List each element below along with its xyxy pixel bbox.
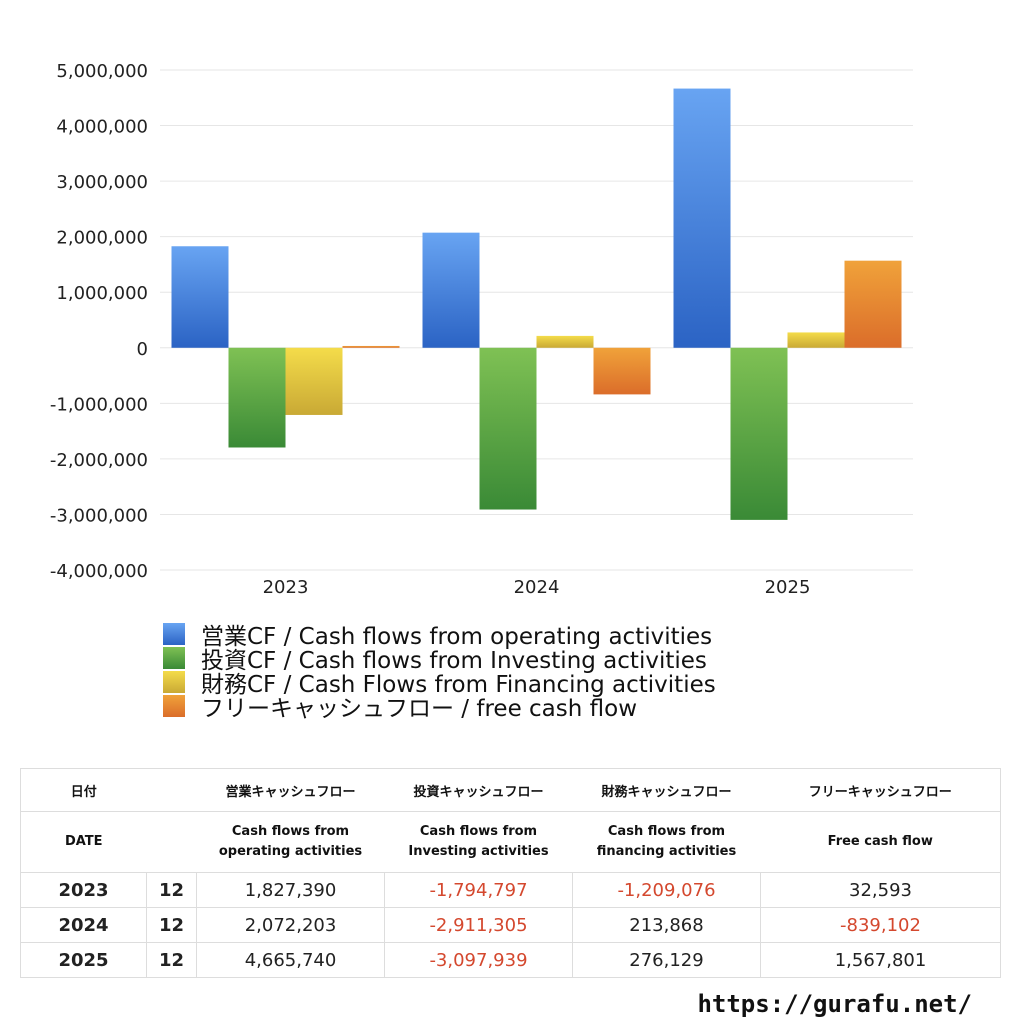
bar-2025-series-2 — [787, 332, 845, 348]
bars — [171, 88, 902, 520]
row-free: 1,567,801 — [760, 942, 1001, 978]
header-date-ja: 日付 — [20, 768, 147, 812]
y-tick-label: 2,000,000 — [56, 228, 148, 249]
table-row: 2024 12 2,072,203 -2,911,305 213,868 -83… — [20, 907, 1001, 943]
row-investing: -3,097,939 — [384, 942, 573, 978]
row-financing: 213,868 — [572, 907, 761, 943]
header-free-en: Free cash flow — [760, 811, 1001, 873]
bar-2023-series-3 — [342, 345, 400, 348]
x-axis-ticks: 2023 2024 2025 — [263, 577, 811, 598]
header-investing-en: Cash flows from Investing activities — [384, 811, 573, 873]
legend-swatch-operating — [163, 623, 185, 645]
legend-item-free: フリーキャッシュフロー / free cash flow — [163, 694, 716, 722]
header-empty — [146, 768, 197, 812]
row-investing: -1,794,797 — [384, 872, 573, 908]
y-tick-label: -3,000,000 — [50, 505, 148, 526]
row-year: 2024 — [20, 907, 147, 943]
header-investing-en-line2: Investing activities — [408, 844, 549, 859]
header-operating-en: Cash flows from operating activities — [196, 811, 385, 873]
legend-label-operating: 営業CF / Cash flows from operating activit… — [201, 624, 713, 650]
row-free: -839,102 — [760, 907, 1001, 943]
header-financing-en-line1: Cash flows from — [607, 824, 726, 839]
legend-item-investing: 投資CF / Cash flows from Investing activit… — [163, 646, 716, 674]
legend-label-free: フリーキャッシュフロー / free cash flow — [201, 696, 638, 722]
legend-swatch-investing — [163, 647, 185, 669]
y-tick-label: -1,000,000 — [50, 394, 148, 415]
row-year: 2025 — [20, 942, 147, 978]
header-investing-en-line1: Cash flows from — [419, 824, 538, 839]
y-tick-label: 1,000,000 — [56, 283, 148, 304]
row-operating: 1,827,390 — [196, 872, 385, 908]
row-financing: -1,209,076 — [572, 872, 761, 908]
y-tick-label: 4,000,000 — [56, 117, 148, 138]
header-empty-en — [146, 811, 197, 873]
bar-2025-series-3 — [844, 260, 902, 348]
x-tick-label: 2024 — [514, 577, 560, 598]
legend-item-operating: 営業CF / Cash flows from operating activit… — [163, 622, 716, 650]
row-month: 12 — [146, 942, 197, 978]
header-operating-en-line2: operating activities — [218, 844, 363, 859]
table-row: 2025 12 4,665,740 -3,097,939 276,129 1,5… — [20, 942, 1001, 978]
header-financing-ja: 財務キャッシュフロー — [572, 768, 761, 812]
y-tick-label: 5,000,000 — [56, 61, 148, 82]
header-date-en: DATE — [20, 811, 147, 873]
bar-2023-series-1 — [228, 347, 286, 448]
y-tick-label: -2,000,000 — [50, 450, 148, 471]
bar-2024-series-2 — [536, 335, 594, 348]
table-row: 2023 12 1,827,390 -1,794,797 -1,209,076 … — [20, 872, 1001, 908]
header-financing-en: Cash flows from financing activities — [572, 811, 761, 873]
row-investing: -2,911,305 — [384, 907, 573, 943]
header-financing-en-line2: financing activities — [596, 844, 737, 859]
legend-swatch-financing — [163, 671, 185, 693]
site-url-link[interactable]: https://gurafu.net/ — [697, 990, 972, 1018]
bar-2023-series-2 — [285, 347, 343, 415]
legend-swatch-free — [163, 695, 185, 717]
y-tick-label: -4,000,000 — [50, 561, 148, 582]
header-operating-en-line1: Cash flows from — [231, 824, 350, 839]
bar-2025-series-1 — [730, 347, 788, 520]
bar-2024-series-1 — [479, 347, 537, 510]
chart-legend: 営業CF / Cash flows from operating activit… — [163, 622, 716, 722]
x-tick-label: 2023 — [263, 577, 309, 598]
row-free: 32,593 — [760, 872, 1001, 908]
bar-2024-series-0 — [422, 232, 480, 348]
x-tick-label: 2025 — [765, 577, 811, 598]
bar-2023-series-0 — [171, 246, 229, 348]
header-free-ja: フリーキャッシュフロー — [760, 768, 1001, 812]
row-operating: 2,072,203 — [196, 907, 385, 943]
legend-item-financing: 財務CF / Cash Flows from Financing activit… — [163, 670, 716, 698]
legend-label-financing: 財務CF / Cash Flows from Financing activit… — [201, 672, 716, 698]
bar-2025-series-0 — [673, 88, 731, 348]
y-tick-label: 0 — [137, 339, 148, 360]
cash-flow-bar-chart: 5,000,000 4,000,000 3,000,000 2,000,000 1,00… — [50, 61, 913, 598]
row-financing: 276,129 — [572, 942, 761, 978]
cash-flow-table: 日付 営業キャッシュフロー 投資キャッシュフロー 財務キャッシュフロー フリーキ… — [20, 768, 1001, 978]
header-investing-ja: 投資キャッシュフロー — [384, 768, 573, 812]
row-month: 12 — [146, 907, 197, 943]
y-tick-label: 3,000,000 — [56, 172, 148, 193]
row-operating: 4,665,740 — [196, 942, 385, 978]
y-axis-ticks: 5,000,000 4,000,000 3,000,000 2,000,000 1,00… — [50, 61, 148, 582]
header-operating-ja: 営業キャッシュフロー — [196, 768, 385, 812]
row-year: 2023 — [20, 872, 147, 908]
legend-label-investing: 投資CF / Cash flows from Investing activit… — [201, 648, 707, 674]
table-header-en: DATE Cash flows from operating activities… — [20, 811, 1001, 873]
bar-2024-series-3 — [593, 347, 651, 395]
table-header-ja: 日付 営業キャッシュフロー 投資キャッシュフロー 財務キャッシュフロー フリーキ… — [20, 768, 1001, 812]
row-month: 12 — [146, 872, 197, 908]
